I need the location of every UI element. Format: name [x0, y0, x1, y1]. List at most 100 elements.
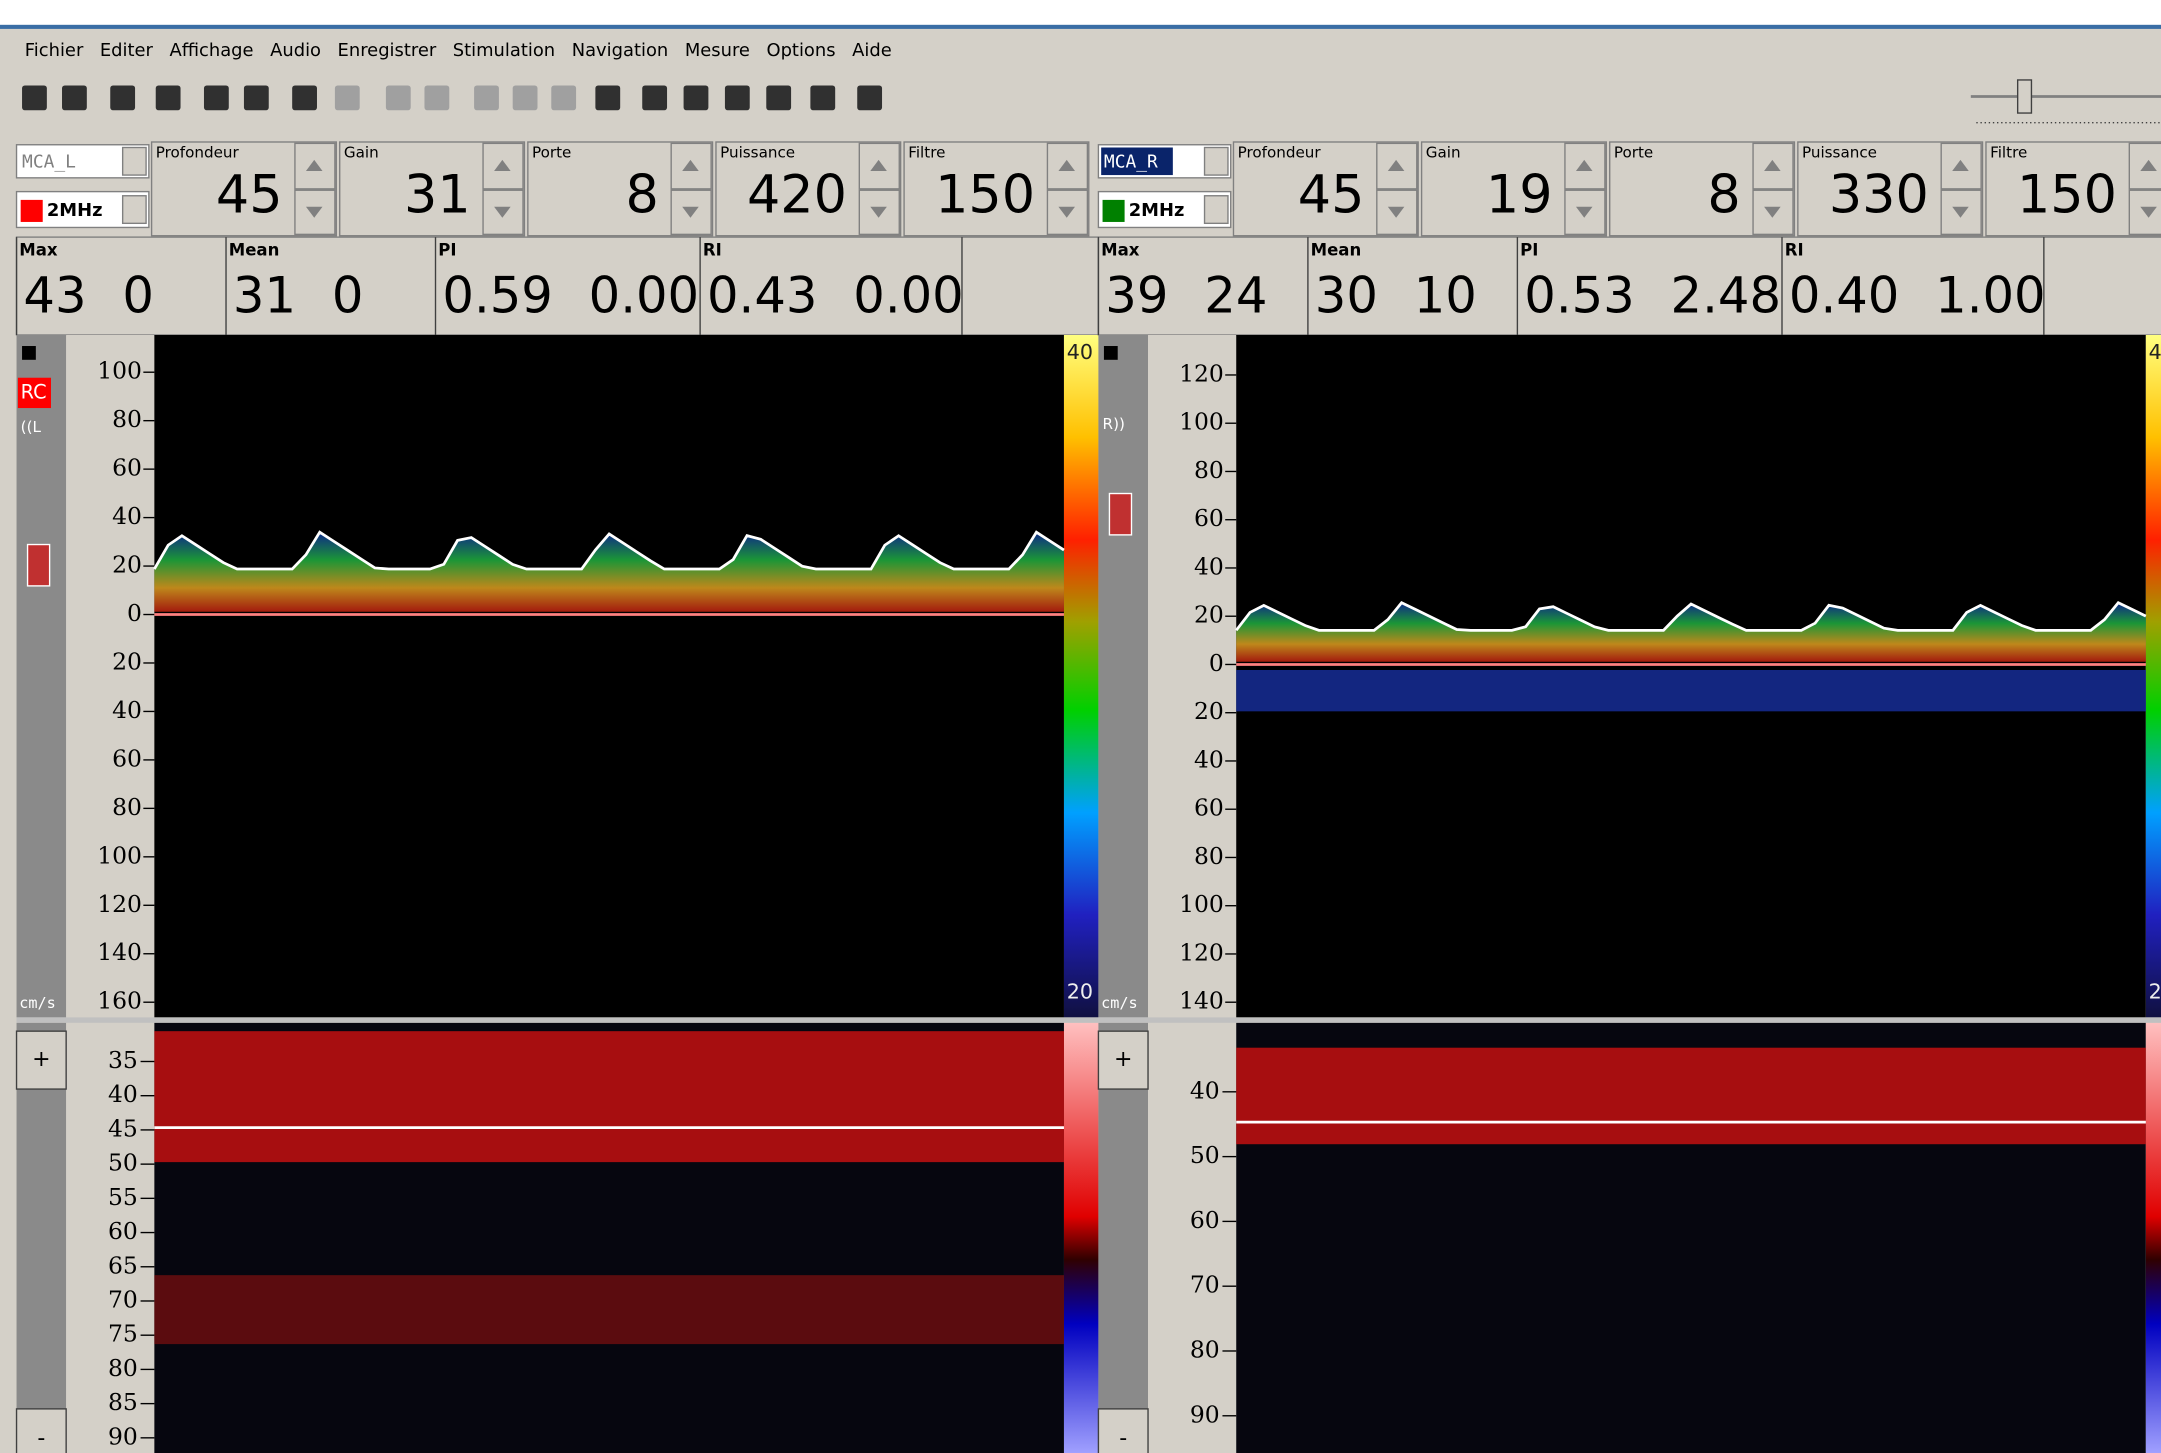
- toolbar-button[interactable]: [684, 85, 709, 110]
- measure-value: 2.48: [1671, 267, 1781, 325]
- control-label: Gain: [344, 144, 379, 162]
- menu-item[interactable]: Fichier: [25, 40, 84, 61]
- control-label: Profondeur: [1238, 144, 1322, 162]
- axis-label: 160: [97, 987, 142, 1015]
- axis-label: 140: [97, 938, 142, 966]
- dropdown-arrow[interactable]: [123, 148, 146, 176]
- mmode-axis-label: 60: [108, 1217, 138, 1245]
- menu-item[interactable]: Affichage: [169, 40, 253, 61]
- toolbar-button[interactable]: [551, 85, 576, 110]
- measure-value: 0.00: [589, 267, 699, 325]
- sidebar-marker: [1104, 346, 1118, 360]
- title-bar-edge: [0, 25, 2161, 29]
- control-value: 8: [1707, 165, 1740, 226]
- scale-bottom: 20: [1067, 980, 1093, 1004]
- probe-label: 2MHz: [1129, 200, 1185, 221]
- axis-label: 100: [97, 841, 142, 869]
- menu-item[interactable]: Aide: [852, 40, 892, 61]
- toolbar-button[interactable]: [810, 85, 835, 110]
- toolbar-button[interactable]: [513, 85, 538, 110]
- dropdown-arrow[interactable]: [1205, 196, 1228, 224]
- axis-label: 0: [1209, 649, 1224, 677]
- axis-label: 60: [112, 454, 142, 482]
- toolbar-button[interactable]: [857, 85, 882, 110]
- axis-label: 120: [1179, 938, 1224, 966]
- mmode-button-label: +: [32, 1047, 50, 1072]
- sidebar-marker: [22, 346, 36, 360]
- slider-thumb[interactable]: [2018, 80, 2032, 113]
- mmode-button-label: +: [1114, 1047, 1132, 1072]
- axis-label: 80: [1194, 842, 1224, 870]
- flag: ((L: [21, 418, 42, 436]
- control-value: 8: [625, 165, 658, 226]
- toolbar-button[interactable]: [725, 85, 750, 110]
- mmode-axis-label: 85: [108, 1388, 138, 1416]
- toolbar-button[interactable]: [156, 85, 181, 110]
- separator: [1098, 1017, 2161, 1023]
- measure-label: RI: [703, 240, 722, 259]
- axis-label: 40: [112, 502, 142, 530]
- measure-value: 0: [122, 267, 154, 325]
- color-scale: [2146, 335, 2161, 1017]
- toolbar-button[interactable]: [386, 85, 411, 110]
- toolbar-button[interactable]: [595, 85, 620, 110]
- measure-label: PI: [1520, 240, 1538, 259]
- patient-icon: [1109, 494, 1131, 535]
- menu-item[interactable]: Enregistrer: [338, 40, 437, 61]
- toolbar-button[interactable]: [244, 85, 269, 110]
- measure-value: 39: [1105, 267, 1168, 325]
- control-label: Filtre: [1990, 144, 2027, 162]
- scale-top: 4: [2149, 340, 2161, 364]
- toolbar-button[interactable]: [642, 85, 667, 110]
- toolbar-button[interactable]: [22, 85, 47, 110]
- axis-label: 20: [1194, 601, 1224, 629]
- dropdown-arrow[interactable]: [1205, 148, 1228, 176]
- mmode-axis-label: 70: [108, 1285, 138, 1313]
- measure-value: 0: [332, 267, 364, 325]
- axis-label: 60: [1194, 504, 1224, 532]
- reverse-flow: [1236, 670, 2146, 711]
- menu-item[interactable]: Stimulation: [453, 40, 555, 61]
- mmode-axis-label: 45: [108, 1114, 138, 1142]
- measure-value: 0.53: [1524, 267, 1634, 325]
- axis-label: 80: [1194, 456, 1224, 484]
- mmode-button-label: -: [37, 1426, 45, 1451]
- mmode-axis-label: 35: [108, 1046, 138, 1074]
- menu-item[interactable]: Editer: [100, 40, 154, 61]
- toolbar-button[interactable]: [335, 85, 360, 110]
- toolbar-button[interactable]: [62, 85, 87, 110]
- probe-color: [1103, 200, 1125, 222]
- menu-item[interactable]: Audio: [270, 40, 321, 61]
- sidebar: [1098, 335, 1148, 1017]
- menu-item[interactable]: Navigation: [572, 40, 669, 61]
- measure-value: 0.59: [442, 267, 552, 325]
- axis-label: 60: [112, 744, 142, 772]
- mmode-axis-label: 90: [1190, 1400, 1220, 1428]
- mmode-axis-label: 55: [108, 1183, 138, 1211]
- measure-value: 0.43: [707, 267, 817, 325]
- mmode-axis-label: 40: [1190, 1076, 1220, 1104]
- control-label: Puissance: [1802, 144, 1877, 162]
- toolbar-button[interactable]: [474, 85, 499, 110]
- body: Fichier Editer Affichage Audio Enregistrer St…: [0, 0, 2161, 1453]
- flag: RC: [21, 380, 47, 403]
- control-value: 45: [1298, 165, 1365, 226]
- toolbar-button[interactable]: [766, 85, 791, 110]
- mmode-axis-label: 50: [108, 1149, 138, 1177]
- axis-label: 20: [112, 647, 142, 675]
- menu-item[interactable]: Mesure: [685, 40, 750, 61]
- toolbar-button[interactable]: [110, 85, 135, 110]
- axis-label: 80: [112, 793, 142, 821]
- mmode-scale: [2146, 1023, 2161, 1453]
- measure-label: Mean: [1311, 240, 1362, 259]
- menu-item[interactable]: Options: [766, 40, 835, 61]
- mmode-axis-label: 80: [108, 1354, 138, 1382]
- control-label: Filtre: [908, 144, 945, 162]
- toolbar-button[interactable]: [292, 85, 317, 110]
- toolbar-button[interactable]: [424, 85, 449, 110]
- toolbar-button[interactable]: [204, 85, 229, 110]
- dropdown-arrow[interactable]: [123, 196, 146, 224]
- flag: R)): [1103, 415, 1125, 433]
- measure-value: 1.00: [1935, 267, 2045, 325]
- control-value: 150: [2017, 165, 2117, 226]
